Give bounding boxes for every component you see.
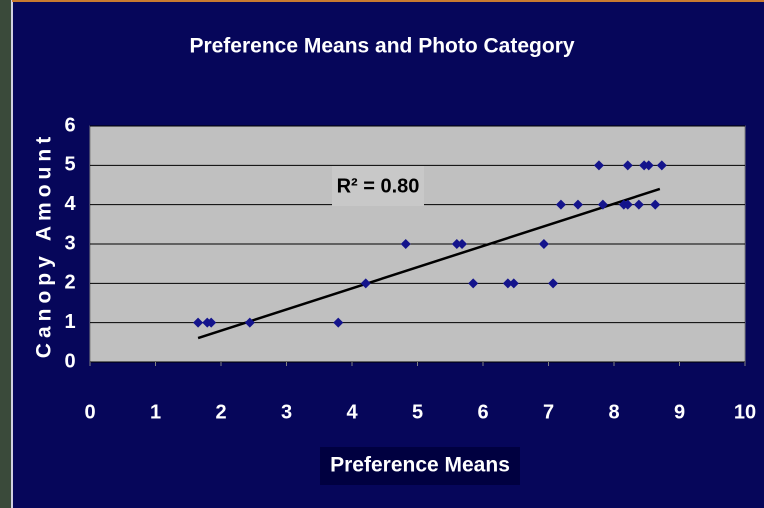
x-tick-label: 6 xyxy=(477,401,488,423)
trendline xyxy=(197,187,661,340)
data-point xyxy=(193,317,204,328)
x-axis-label: Preference Means xyxy=(330,454,510,477)
data-point xyxy=(597,199,608,210)
y-tick-label: 5 xyxy=(64,154,75,176)
data-point xyxy=(206,317,217,328)
data-point xyxy=(572,199,583,210)
x-tick-label: 8 xyxy=(608,401,619,423)
data-point xyxy=(643,160,654,171)
y-tick-label: 4 xyxy=(64,193,76,215)
x-tick-label: 10 xyxy=(734,401,756,423)
x-label-box xyxy=(320,447,520,485)
x-tick-label: 0 xyxy=(84,401,95,423)
data-point xyxy=(656,160,667,171)
data-point xyxy=(622,160,633,171)
x-tick-label: 9 xyxy=(674,401,685,423)
y-tick-label: 0 xyxy=(64,350,75,372)
photo-strip xyxy=(0,0,12,508)
plot-layer: R² = 0.80 xyxy=(89,125,746,366)
x-tick-label: 2 xyxy=(215,401,226,423)
x-tick-label: 4 xyxy=(346,401,358,423)
data-point xyxy=(244,317,255,328)
data-point xyxy=(333,317,344,328)
data-point xyxy=(360,278,371,289)
data-point xyxy=(622,199,633,210)
data-point xyxy=(508,278,519,289)
data-point xyxy=(650,199,661,210)
annotation-box xyxy=(332,166,424,206)
y-axis-label: Canopy Amount xyxy=(33,132,56,358)
data-point xyxy=(633,199,644,210)
data-point xyxy=(451,239,462,249)
data-point xyxy=(468,278,479,289)
y-tick-label: 2 xyxy=(64,272,75,294)
x-tick-label: 3 xyxy=(281,401,292,423)
data-point xyxy=(593,160,604,171)
annotation: R² = 0.80 xyxy=(337,175,420,197)
y-tick-label: 1 xyxy=(64,311,75,333)
x-tick-label: 5 xyxy=(412,401,423,423)
chart-title: Preference Means and Photo Category xyxy=(189,35,574,58)
data-point xyxy=(548,278,559,289)
data-point xyxy=(555,199,566,210)
y-tick-label: 3 xyxy=(64,232,75,254)
x-tick-label: 1 xyxy=(150,401,161,423)
data-point xyxy=(400,239,411,249)
x-tick-label: 7 xyxy=(543,401,554,423)
data-point xyxy=(502,278,513,289)
data-point xyxy=(538,239,549,249)
y-tick-label: 6 xyxy=(64,114,75,136)
data-point xyxy=(457,239,468,249)
